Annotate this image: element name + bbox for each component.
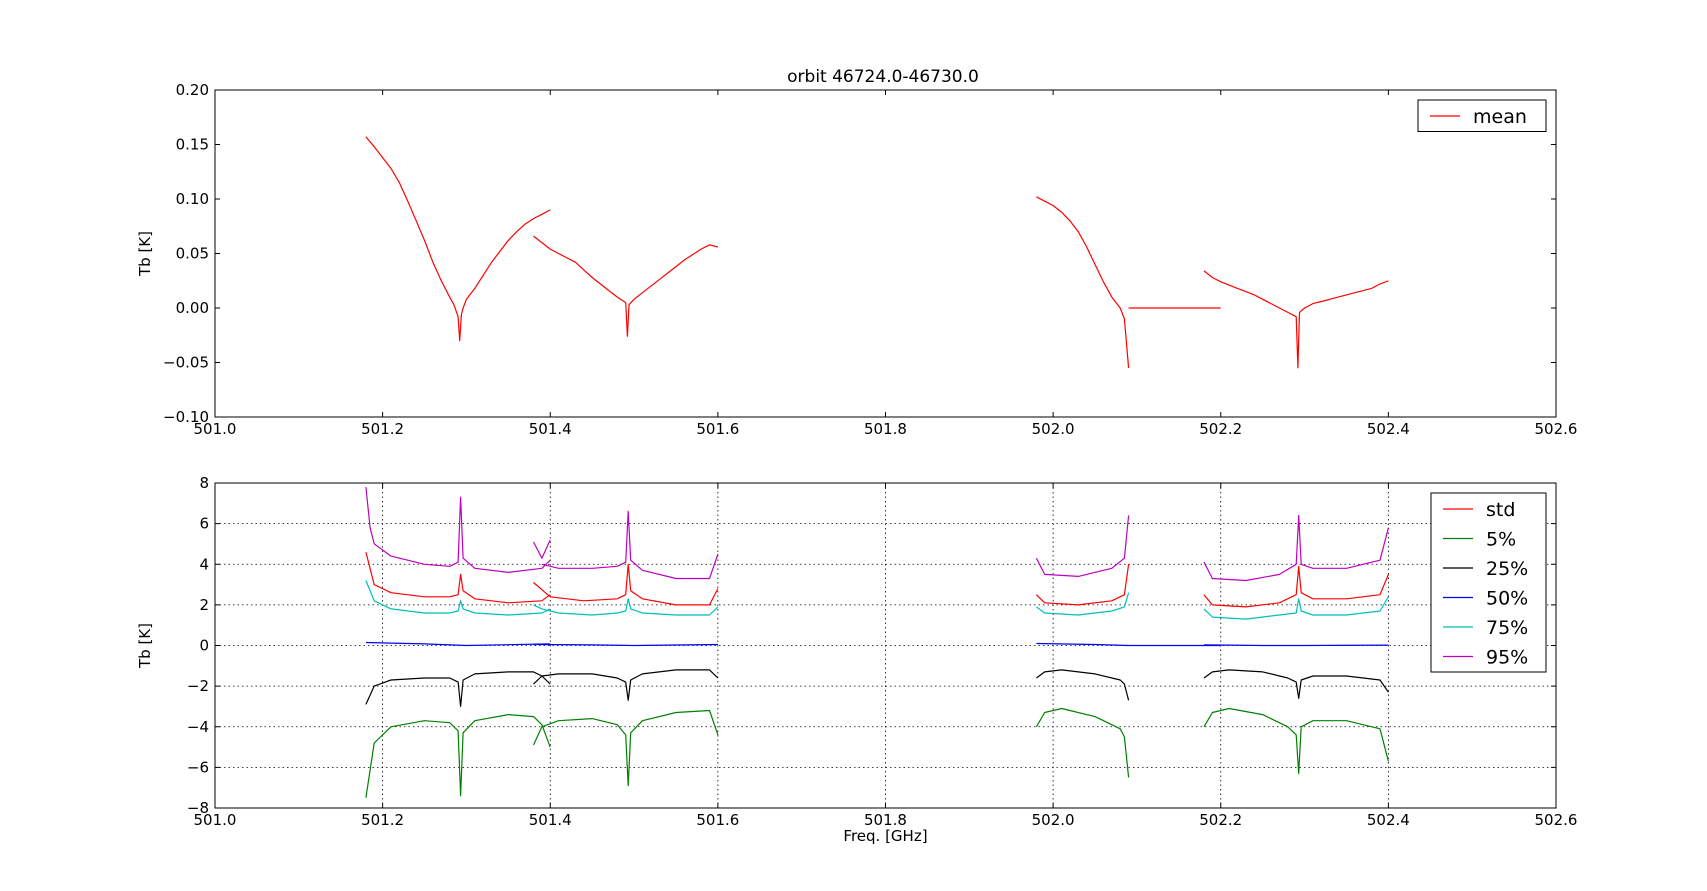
chart-panel-2: 501.0 501.2 501.4 501.6 501.8 502.0 502.2 502.4… [136, 474, 1577, 845]
series-line [1203, 565, 1389, 608]
series-line [1203, 669, 1389, 699]
x-tick-label: 501.6 [696, 420, 739, 438]
series-line [1036, 669, 1130, 701]
y-tick-label: 0.20 [176, 81, 209, 99]
y-tick-label: −6 [187, 758, 209, 776]
x-tick-label: 502.0 [1032, 420, 1075, 438]
x-tick-label: 502.2 [1199, 420, 1242, 438]
y-tick-label: 0 [199, 637, 209, 655]
x-tick-label: 502.2 [1199, 811, 1242, 829]
x-tick-label: 502.4 [1367, 420, 1410, 438]
x-tick-label: 501.0 [194, 811, 237, 829]
series-line [1203, 514, 1389, 582]
series-line [365, 671, 551, 708]
series-line [533, 643, 718, 647]
series-line [532, 709, 719, 787]
y-tick-label: −2 [187, 677, 209, 695]
legend-label: 25% [1486, 558, 1528, 580]
series-line [365, 487, 551, 574]
legend: std 5% 25% 50% 75% 95% [1430, 492, 1547, 673]
series-line [1036, 196, 1130, 368]
series-line [533, 669, 719, 701]
y-tick-label: 0.05 [176, 245, 209, 263]
x-axis-label: Freq. [GHz] [843, 827, 927, 845]
x-tick-label: 502.6 [1535, 420, 1578, 438]
legend-label: 75% [1486, 617, 1528, 639]
series-std [365, 551, 1389, 608]
x-tick-label: 502.4 [1367, 811, 1410, 829]
series-line [1036, 642, 1129, 647]
y-tick-label: −0.10 [163, 408, 209, 426]
legend-label: std [1486, 499, 1515, 521]
series-line [1203, 270, 1389, 369]
series-line [533, 235, 719, 337]
y-tick-label: 6 [199, 515, 209, 533]
y-axis-label: Tb [K] [136, 623, 154, 669]
y-tick-label: −4 [187, 718, 209, 736]
chart-panel-1: 501.0 501.2 501.4 501.6 501.8 502.0 502.2 502.4… [136, 81, 1577, 438]
series-75pct [365, 580, 1389, 620]
series-line [1036, 592, 1130, 616]
series-line [365, 641, 551, 647]
series-line [1203, 707, 1389, 775]
series-line [365, 551, 551, 604]
series-mean [365, 136, 1389, 369]
series-50pct [365, 641, 1389, 647]
series-line [1035, 564, 1130, 606]
y-tick-label: 0.15 [176, 136, 209, 154]
y-tick-label: 4 [199, 555, 209, 573]
legend-label: 5% [1486, 529, 1516, 551]
y-tick-label: 2 [199, 596, 209, 614]
y-tick-label: 0.00 [176, 299, 209, 317]
legend: mean [1417, 99, 1547, 132]
legend-label: 95% [1486, 647, 1528, 669]
series-line [1203, 596, 1389, 620]
plot-frame [214, 89, 1557, 418]
series-line [533, 598, 719, 616]
series-line [1203, 644, 1389, 647]
series-line [365, 580, 551, 616]
y-tick-label: −8 [187, 799, 209, 817]
y-tick-label: 8 [199, 474, 209, 492]
x-tick-label: 501.8 [864, 811, 907, 829]
series-line [1035, 515, 1130, 578]
legend-label: mean [1473, 106, 1527, 128]
legend-label: 50% [1486, 588, 1528, 610]
series-5pct [365, 707, 1389, 798]
series-line [365, 136, 551, 342]
series-line [1035, 707, 1130, 778]
series-line [532, 539, 551, 559]
chart-title: orbit 46724.0-46730.0 [787, 67, 979, 87]
x-tick-label: 501.4 [529, 420, 572, 438]
x-tick-label: 501.8 [864, 420, 907, 438]
y-axis-label: Tb [K] [136, 231, 154, 277]
series-line [533, 563, 719, 606]
x-tick-label: 501.4 [529, 811, 572, 829]
y-tick-label: −0.05 [163, 354, 209, 372]
series-25pct [365, 669, 1389, 708]
legend-box [1417, 99, 1547, 132]
x-tick-label: 501.0 [194, 420, 237, 438]
legend-box [1430, 492, 1547, 673]
x-tick-label: 501.2 [361, 420, 404, 438]
x-tick-label: 502.6 [1535, 811, 1578, 829]
y-tick-label: 0.10 [176, 190, 209, 208]
series-line [365, 713, 551, 798]
x-tick-label: 501.2 [361, 811, 404, 829]
x-tick-label: 501.6 [696, 811, 739, 829]
series-line [541, 510, 719, 580]
series-95pct [365, 487, 1389, 582]
x-tick-label: 502.0 [1032, 811, 1075, 829]
